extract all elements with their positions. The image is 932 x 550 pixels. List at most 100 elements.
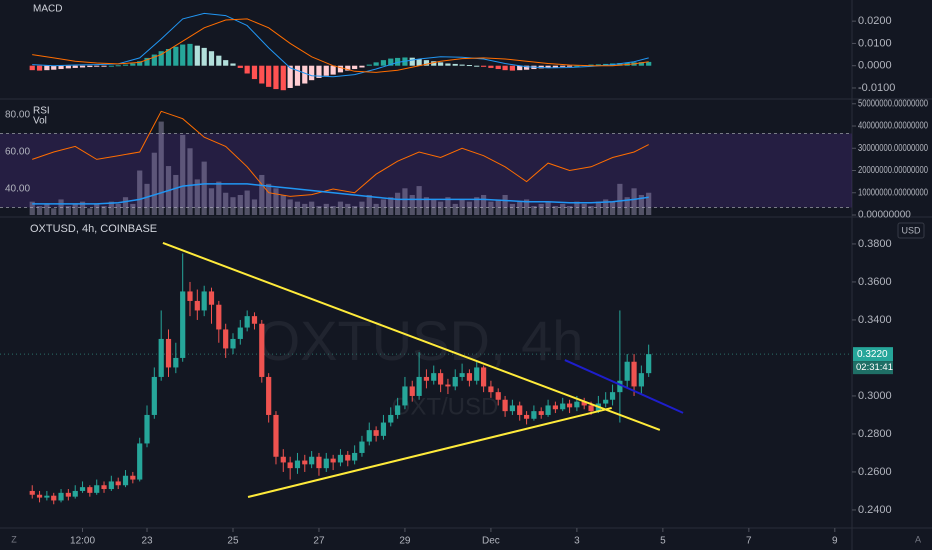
macd-histogram-bar [574,65,580,67]
candle-body [416,376,422,396]
candle-body [603,399,609,404]
macd-tick-label: 0.0100 [858,37,892,49]
macd-histogram-bar [122,64,129,66]
macd-histogram-bar [58,65,64,70]
volume-bar [552,206,558,215]
y-tick-label: 0.3400 [858,314,892,326]
candle-body [51,495,57,501]
volume-bar [495,199,501,215]
candle-body [402,386,408,406]
volume-bar [65,206,71,215]
candle-body [223,329,229,349]
candle-body [137,443,143,480]
volume-bar [459,199,465,215]
candle-body [373,430,379,436]
volume-tick-label: 20000000.00000000 [858,165,928,176]
volume-bar [380,199,387,215]
candle-body [609,392,616,400]
candle-body [208,291,215,305]
volume-bar [517,201,523,215]
macd-histogram-bar [273,65,279,90]
candle-body [388,414,394,423]
macd-histogram-bar [423,60,430,66]
rsi-band [0,133,852,208]
volume-bar [638,194,644,215]
macd-histogram-bar [438,62,444,66]
volume-bar [173,174,179,215]
volume-bar [266,183,272,215]
volume-bar [402,188,408,215]
pane-title: MACD [33,4,62,15]
volume-bar [259,174,265,215]
volume-bar [502,194,508,215]
volume-bar [316,206,322,215]
volume-bar [560,203,566,215]
volume-tick-label: 10000000.00000000 [858,187,928,198]
macd-histogram-bar [244,65,250,74]
macd-histogram-bar [36,65,43,71]
candle-body [58,492,64,501]
candle-body [266,376,272,415]
candle-body [531,411,537,419]
x-tick-label: 3 [574,536,580,547]
macd-histogram-bar [237,65,243,68]
macd-histogram-bar [388,58,394,66]
candle-body [566,403,573,408]
candle-body [538,411,544,415]
macd-histogram-bar [208,51,215,66]
volume-bar [416,186,422,215]
macd-histogram-bar [94,65,100,67]
candle-body [44,495,50,498]
candle-body [646,354,652,374]
macd-histogram-bar [266,65,272,87]
macd-histogram-bar [230,63,236,66]
x-tick-label: 29 [399,536,411,547]
macd-histogram-bar [495,65,501,70]
volume-bar [538,203,544,215]
candle-body [36,494,43,498]
candle-body [216,304,222,330]
macd-histogram-bar [517,65,523,71]
macd-histogram-bar [194,45,200,66]
candle-body [466,373,473,381]
candle-body [173,357,179,368]
macd-histogram-bar [151,54,157,66]
candle-body [330,458,336,463]
candle-body [488,386,494,393]
macd-histogram-bar [51,65,57,70]
candle-body [201,291,207,311]
candle-body [617,380,623,393]
volume-bar [566,206,573,215]
volume-bar [158,121,164,215]
macd-histogram-bar [566,65,573,67]
macd-histogram-bar [294,65,301,86]
volume-tick-label: 50000000.00000000 [858,98,928,109]
candle-body [244,316,250,328]
volume-tick-label: 0.00000000 [858,210,911,221]
macd-histogram-bar [366,64,372,66]
volume-bar [122,197,129,215]
macd-histogram-bar [165,48,172,66]
candle-body [345,454,351,461]
macd-line [32,18,649,73]
macd-histogram-bar [44,65,50,71]
countdown-badge [853,361,893,375]
rsi-tick-label: 80.00 [5,110,30,121]
volume-bar [609,201,616,215]
volume-bar [201,161,207,215]
candle-body [87,487,93,493]
volume-bar [595,201,601,215]
candle-body [316,456,322,469]
candle-body [423,376,430,381]
macd-histogram-bar [352,65,358,70]
macd-histogram-bar [409,57,415,66]
volume-bar [574,201,580,215]
candle-body [130,475,136,480]
macd-histogram-bar [72,65,78,68]
pane-subtitle: Vol [33,116,47,127]
volume-bar [101,206,107,215]
candle-body [588,405,594,412]
candle-body [517,405,523,415]
macd-histogram-bar [373,62,379,66]
volume-bar [531,206,537,215]
